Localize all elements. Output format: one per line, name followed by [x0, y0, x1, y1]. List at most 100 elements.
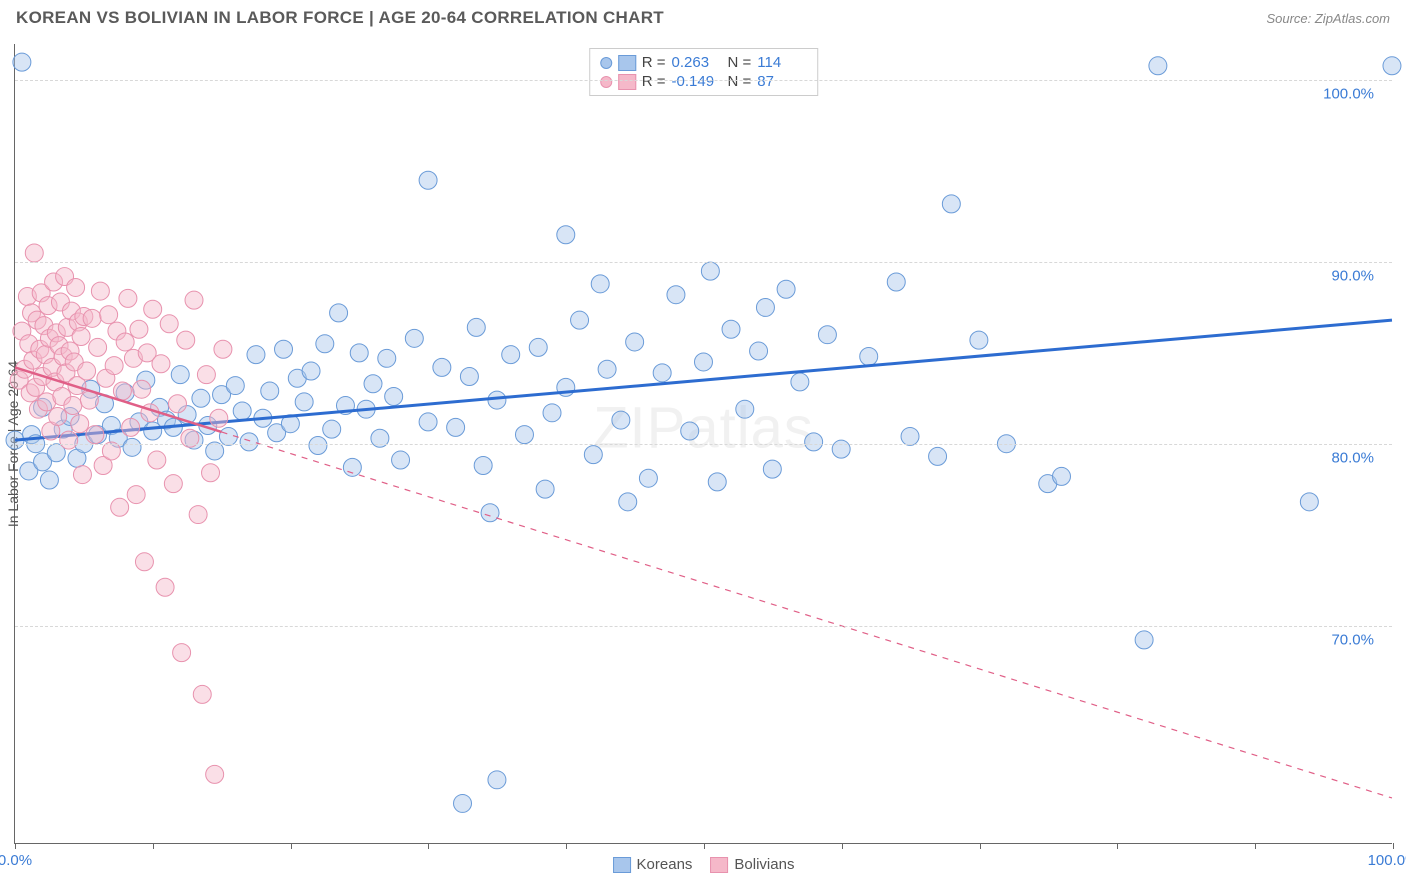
- data-point: [481, 504, 499, 522]
- data-point: [1300, 493, 1318, 511]
- data-point: [72, 328, 90, 346]
- data-point: [240, 433, 258, 451]
- data-point: [1135, 631, 1153, 649]
- legend-series-label: Koreans: [637, 856, 693, 873]
- data-point: [791, 373, 809, 391]
- data-point: [164, 475, 182, 493]
- data-point: [226, 377, 244, 395]
- legend-n-label: N =: [728, 73, 752, 90]
- gridline: [15, 80, 1392, 81]
- data-point: [419, 171, 437, 189]
- data-point: [667, 286, 685, 304]
- x-tick-label: 0.0%: [0, 852, 32, 869]
- data-point: [970, 331, 988, 349]
- data-point: [148, 451, 166, 469]
- data-point: [133, 380, 151, 398]
- data-point: [474, 457, 492, 475]
- data-point: [1053, 467, 1071, 485]
- data-point: [185, 291, 203, 309]
- legend-dot-icon: [600, 57, 612, 69]
- x-tick: [15, 843, 16, 849]
- data-point: [302, 362, 320, 380]
- data-point: [192, 389, 210, 407]
- data-point: [777, 280, 795, 298]
- x-tick: [1393, 843, 1394, 849]
- data-point: [488, 771, 506, 789]
- legend-n-label: N =: [728, 54, 752, 71]
- y-tick-label: 100.0%: [1323, 86, 1374, 103]
- legend-n-value: 114: [757, 54, 807, 71]
- data-point: [189, 506, 207, 524]
- data-point: [168, 395, 186, 413]
- legend-swatch-icon: [618, 74, 636, 90]
- data-point: [942, 195, 960, 213]
- legend-swatch-icon: [710, 857, 728, 873]
- legend-n-value: 87: [757, 73, 807, 90]
- data-point: [177, 331, 195, 349]
- data-point: [197, 366, 215, 384]
- data-point: [49, 407, 67, 425]
- data-point: [467, 318, 485, 336]
- legend-series-item: Koreans: [613, 856, 693, 873]
- chart-source: Source: ZipAtlas.com: [1266, 11, 1390, 26]
- x-tick: [704, 843, 705, 849]
- data-point: [309, 437, 327, 455]
- gridline: [15, 444, 1392, 445]
- data-point: [206, 765, 224, 783]
- data-point: [64, 397, 82, 415]
- data-point: [25, 244, 43, 262]
- legend-series: KoreansBolivians: [613, 856, 795, 873]
- data-point: [343, 458, 361, 476]
- x-tick: [1117, 843, 1118, 849]
- legend-r-label: R =: [642, 54, 666, 71]
- x-tick: [291, 843, 292, 849]
- data-point: [261, 382, 279, 400]
- data-point: [113, 382, 131, 400]
- data-point: [111, 498, 129, 516]
- legend-r-label: R =: [642, 73, 666, 90]
- trend-line-extrapolated: [222, 432, 1392, 798]
- data-point: [419, 413, 437, 431]
- data-point: [502, 346, 520, 364]
- data-point: [557, 226, 575, 244]
- data-point: [89, 338, 107, 356]
- data-point: [60, 431, 78, 449]
- data-point: [173, 644, 191, 662]
- data-point: [40, 471, 58, 489]
- data-point: [756, 298, 774, 316]
- x-tick: [842, 843, 843, 849]
- data-point: [295, 393, 313, 411]
- data-point: [805, 433, 823, 451]
- gridline: [15, 626, 1392, 627]
- data-point: [818, 326, 836, 344]
- data-point: [202, 464, 220, 482]
- data-point: [392, 451, 410, 469]
- y-tick-label: 80.0%: [1331, 450, 1374, 467]
- data-point: [78, 362, 96, 380]
- data-point: [364, 375, 382, 393]
- x-tick: [566, 843, 567, 849]
- data-point: [160, 315, 178, 333]
- data-point: [626, 333, 644, 351]
- data-point: [584, 446, 602, 464]
- data-point: [832, 440, 850, 458]
- data-point: [515, 426, 533, 444]
- legend-r-value: -0.149: [672, 73, 722, 90]
- data-point: [275, 340, 293, 358]
- x-tick: [153, 843, 154, 849]
- legend-r-value: 0.263: [672, 54, 722, 71]
- data-point: [694, 353, 712, 371]
- x-tick: [428, 843, 429, 849]
- y-tick-label: 90.0%: [1331, 268, 1374, 285]
- data-point: [130, 320, 148, 338]
- data-point: [330, 304, 348, 322]
- legend-correlation-row: R = 0.263 N = 114: [600, 53, 808, 72]
- data-point: [83, 309, 101, 327]
- x-tick: [980, 843, 981, 849]
- data-point: [171, 366, 189, 384]
- legend-swatch-icon: [618, 55, 636, 71]
- data-point: [385, 387, 403, 405]
- data-point: [750, 342, 768, 360]
- legend-correlation: R = 0.263 N = 114 R = -0.149 N = 87: [589, 48, 819, 96]
- data-point: [100, 306, 118, 324]
